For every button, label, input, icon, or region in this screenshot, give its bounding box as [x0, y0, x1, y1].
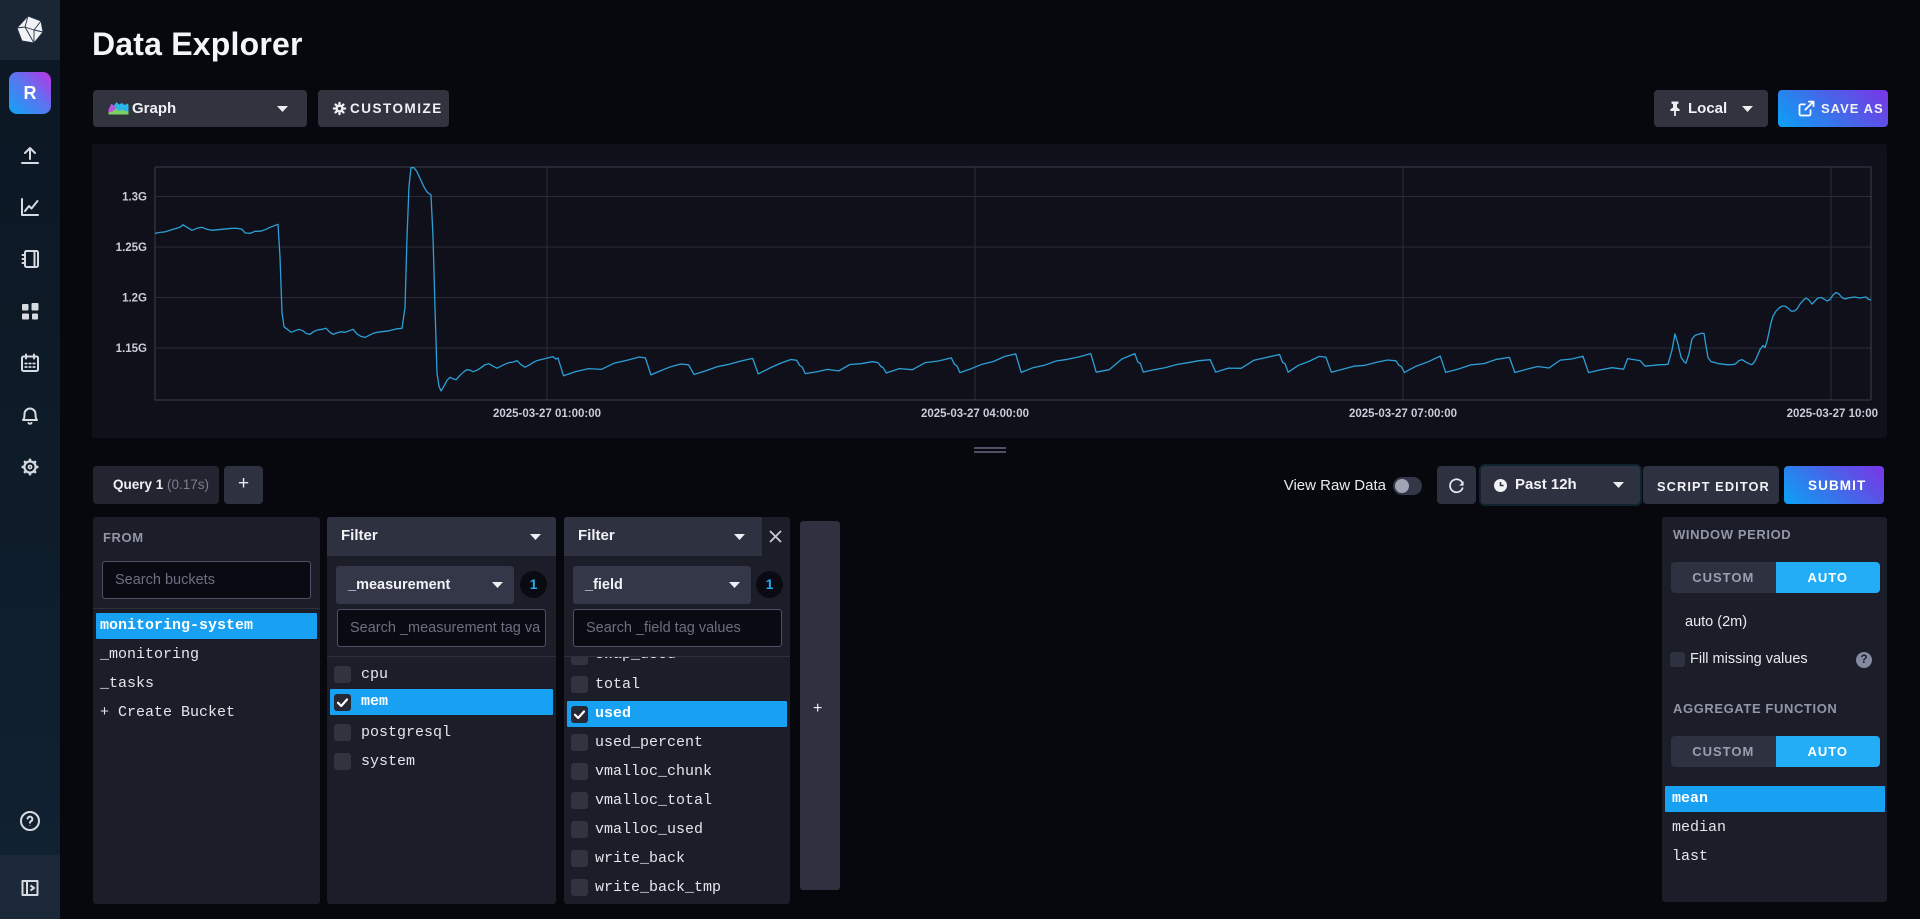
svg-text:1.15G: 1.15G: [116, 343, 147, 355]
svg-text:2025-03-27 01:00:00: 2025-03-27 01:00:00: [493, 408, 601, 420]
svg-text:1.2G: 1.2G: [122, 293, 147, 305]
svg-text:1.25G: 1.25G: [116, 242, 147, 254]
svg-text:2025-03-27 07:00:00: 2025-03-27 07:00:00: [1349, 408, 1457, 420]
svg-text:2025-03-27 10:00: 2025-03-27 10:00: [1787, 408, 1878, 420]
svg-text:2025-03-27 04:00:00: 2025-03-27 04:00:00: [921, 408, 1029, 420]
svg-text:1.3G: 1.3G: [122, 192, 147, 204]
